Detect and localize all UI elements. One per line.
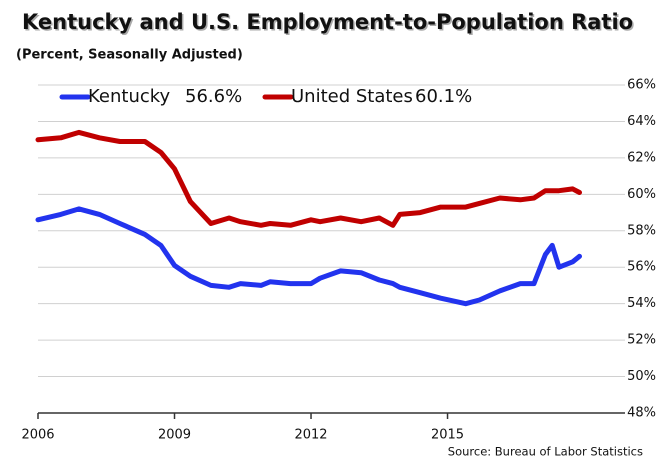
series-line — [35, 206, 582, 307]
chart-subtitle: (Percent, Seasonally Adjusted) — [16, 48, 243, 63]
legend-label: Kentucky — [88, 86, 171, 107]
x-tick-label: 2009 — [158, 428, 191, 443]
y-tick-label: 66% — [627, 78, 656, 93]
y-tick-label: 50% — [627, 369, 656, 384]
y-tick-label: 64% — [627, 114, 656, 129]
legend-value: 56.6% — [185, 86, 242, 107]
y-tick-label: 58% — [627, 223, 656, 238]
legend-value: 60.1% — [415, 86, 472, 107]
y-tick-label: 52% — [627, 333, 656, 348]
x-tick-label: 2015 — [431, 428, 464, 443]
title-shadow: Kentucky and U.S. Employment-to-Populati… — [24, 12, 635, 36]
y-tick-label: 60% — [627, 187, 656, 202]
chart-title: Kentucky and U.S. Employment-to-Populati… — [22, 10, 633, 34]
y-tick-label: 54% — [627, 296, 656, 311]
series-line — [35, 129, 582, 228]
y-tick-label: 62% — [627, 150, 656, 165]
y-tick-label: 48% — [627, 406, 656, 421]
x-tick-label: 2006 — [21, 428, 54, 443]
legend-label: United States — [291, 86, 413, 107]
source: Source: Bureau of Labor Statistics — [448, 445, 643, 459]
y-tick-label: 56% — [627, 260, 656, 275]
x-tick-label: 2012 — [294, 428, 327, 443]
